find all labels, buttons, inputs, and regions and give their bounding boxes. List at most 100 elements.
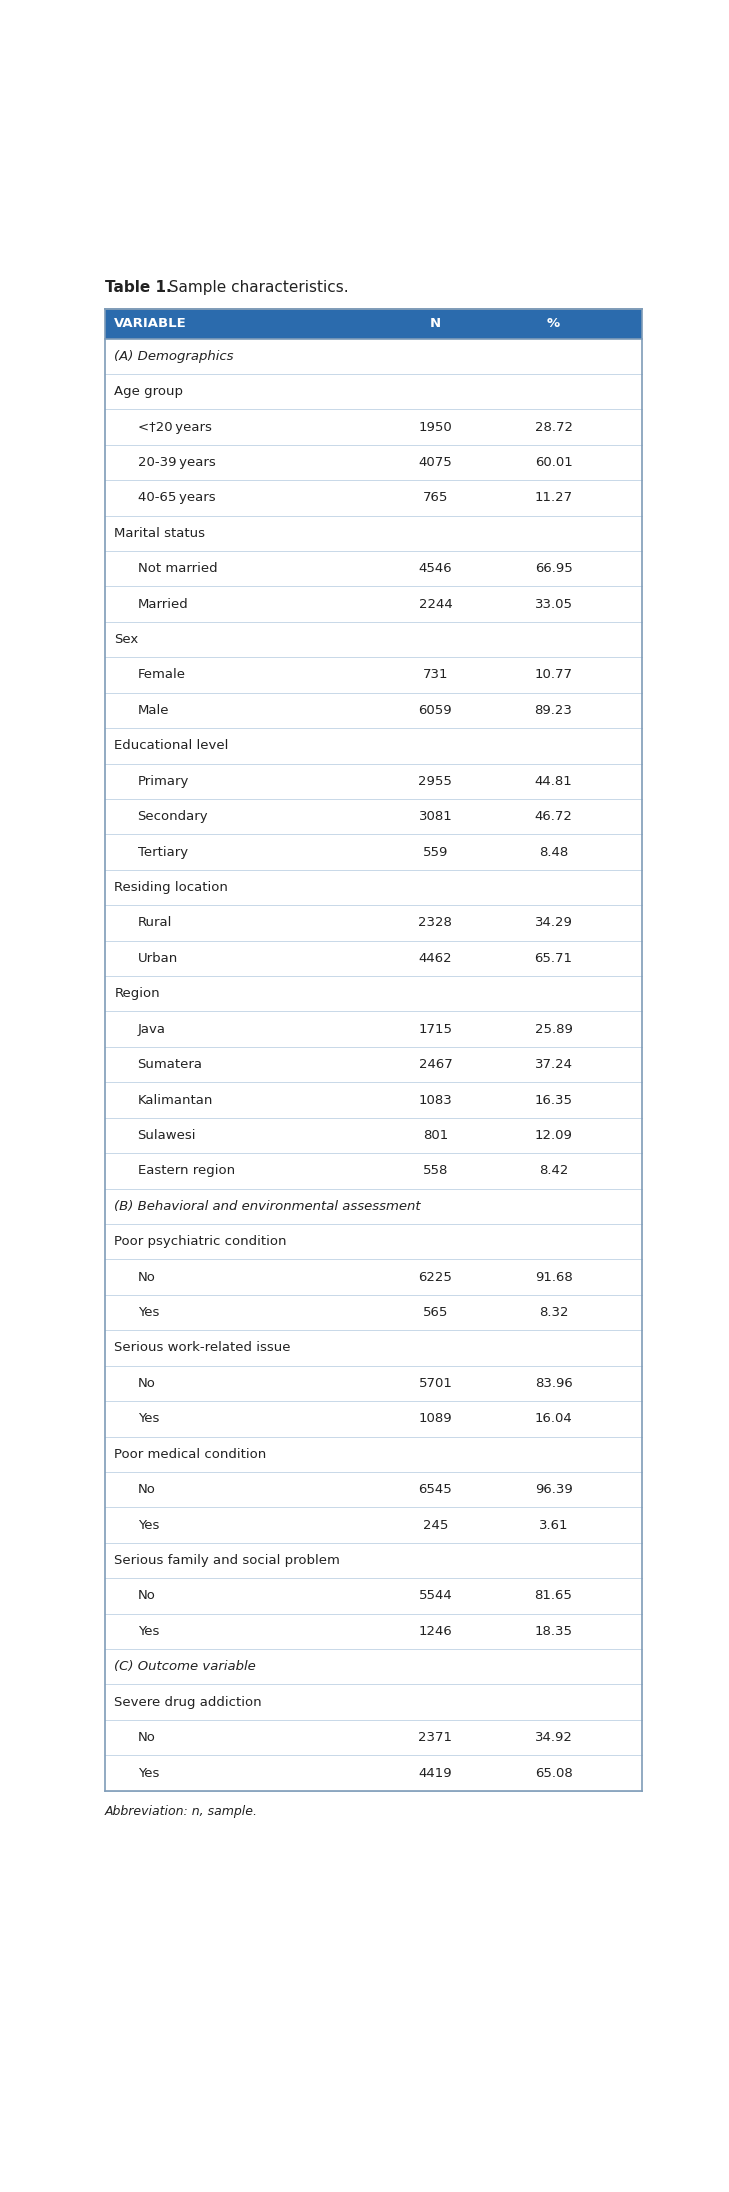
- Text: (B) Behavioral and environmental assessment: (B) Behavioral and environmental assessm…: [114, 1199, 421, 1212]
- Text: 8.48: 8.48: [539, 846, 568, 859]
- Text: No: No: [138, 1732, 155, 1745]
- Text: Table 1.: Table 1.: [105, 281, 172, 296]
- Text: No: No: [138, 1589, 155, 1602]
- Bar: [105, 1153, 642, 1188]
- Text: 40-65 years: 40-65 years: [138, 491, 215, 504]
- Text: 245: 245: [423, 1519, 448, 1532]
- Text: (A) Demographics: (A) Demographics: [114, 351, 234, 362]
- Text: 34.92: 34.92: [534, 1732, 572, 1745]
- Text: 20-39 years: 20-39 years: [138, 456, 215, 469]
- Bar: [105, 1048, 642, 1083]
- Text: 765: 765: [423, 491, 448, 504]
- Text: Kalimantan: Kalimantan: [138, 1094, 213, 1107]
- Text: 1950: 1950: [418, 421, 452, 434]
- Text: Sample characteristics.: Sample characteristics.: [160, 281, 349, 296]
- Bar: [105, 975, 642, 1011]
- Text: Poor medical condition: Poor medical condition: [114, 1447, 267, 1460]
- Text: Educational level: Educational level: [114, 739, 229, 752]
- Text: Sex: Sex: [114, 633, 139, 647]
- Bar: [105, 1118, 642, 1153]
- Text: Eastern region: Eastern region: [138, 1164, 235, 1177]
- Bar: [105, 870, 642, 905]
- Text: 18.35: 18.35: [534, 1624, 572, 1637]
- Text: Abbreviation: n, sample.: Abbreviation: n, sample.: [105, 1804, 258, 1817]
- Text: Secondary: Secondary: [138, 811, 208, 824]
- Text: 1083: 1083: [418, 1094, 452, 1107]
- Bar: [105, 905, 642, 940]
- Text: 2467: 2467: [418, 1059, 452, 1072]
- Text: 5701: 5701: [418, 1377, 452, 1390]
- Bar: [105, 480, 642, 515]
- Text: Tertiary: Tertiary: [138, 846, 188, 859]
- Bar: [105, 1543, 642, 1578]
- Bar: [105, 1436, 642, 1473]
- Bar: [105, 1721, 642, 1756]
- Bar: [105, 1756, 642, 1791]
- Text: 5544: 5544: [418, 1589, 452, 1602]
- Bar: [105, 1401, 642, 1436]
- Text: Married: Married: [138, 598, 188, 612]
- Text: 25.89: 25.89: [534, 1024, 572, 1035]
- Text: 6545: 6545: [418, 1484, 452, 1497]
- Bar: [105, 835, 642, 870]
- Text: 1089: 1089: [418, 1412, 452, 1425]
- Bar: [105, 623, 642, 658]
- Bar: [105, 1083, 642, 1118]
- Text: N: N: [430, 318, 441, 331]
- Text: 801: 801: [423, 1129, 448, 1142]
- Text: 6059: 6059: [418, 704, 452, 717]
- Text: 2955: 2955: [418, 774, 452, 787]
- Text: 3.61: 3.61: [539, 1519, 569, 1532]
- Text: 731: 731: [423, 669, 448, 682]
- Text: (C) Outcome variable: (C) Outcome variable: [114, 1659, 256, 1672]
- Text: Male: Male: [138, 704, 169, 717]
- Bar: [105, 798, 642, 835]
- Text: 89.23: 89.23: [534, 704, 572, 717]
- Text: No: No: [138, 1271, 155, 1285]
- Text: 2371: 2371: [418, 1732, 453, 1745]
- Text: 91.68: 91.68: [534, 1271, 572, 1285]
- Text: 6225: 6225: [418, 1271, 452, 1285]
- Bar: [105, 1366, 642, 1401]
- Text: 2244: 2244: [418, 598, 452, 612]
- Text: Severe drug addiction: Severe drug addiction: [114, 1697, 262, 1710]
- Text: 28.72: 28.72: [534, 421, 572, 434]
- Bar: [105, 1648, 642, 1683]
- Bar: [105, 1473, 642, 1508]
- Bar: [105, 1578, 642, 1613]
- Text: Female: Female: [138, 669, 186, 682]
- Bar: [105, 1613, 642, 1648]
- Text: Yes: Yes: [138, 1767, 159, 1780]
- Text: Java: Java: [138, 1024, 165, 1035]
- Bar: [105, 1223, 642, 1260]
- Text: 83.96: 83.96: [534, 1377, 572, 1390]
- Text: Yes: Yes: [138, 1624, 159, 1637]
- Bar: [105, 375, 642, 410]
- Bar: [105, 410, 642, 445]
- Text: 12.09: 12.09: [534, 1129, 572, 1142]
- Text: Sulawesi: Sulawesi: [138, 1129, 196, 1142]
- Bar: [105, 309, 642, 338]
- Text: 3081: 3081: [418, 811, 452, 824]
- Text: Serious family and social problem: Serious family and social problem: [114, 1554, 340, 1567]
- Text: 96.39: 96.39: [534, 1484, 572, 1497]
- Bar: [105, 1295, 642, 1331]
- Text: Marital status: Marital status: [114, 526, 206, 539]
- Bar: [105, 1188, 642, 1223]
- Text: 65.08: 65.08: [534, 1767, 572, 1780]
- Text: 46.72: 46.72: [534, 811, 572, 824]
- Text: 65.71: 65.71: [534, 951, 572, 964]
- Text: 558: 558: [423, 1164, 448, 1177]
- Text: 565: 565: [423, 1306, 448, 1320]
- Text: 8.42: 8.42: [539, 1164, 568, 1177]
- Bar: [105, 763, 642, 798]
- Text: Urban: Urban: [138, 951, 178, 964]
- Text: 11.27: 11.27: [534, 491, 572, 504]
- Text: 34.29: 34.29: [534, 916, 572, 929]
- Text: VARIABLE: VARIABLE: [114, 318, 187, 331]
- Text: 81.65: 81.65: [534, 1589, 572, 1602]
- Bar: [105, 1508, 642, 1543]
- Text: No: No: [138, 1377, 155, 1390]
- Text: Residing location: Residing location: [114, 881, 228, 894]
- Text: 1246: 1246: [418, 1624, 452, 1637]
